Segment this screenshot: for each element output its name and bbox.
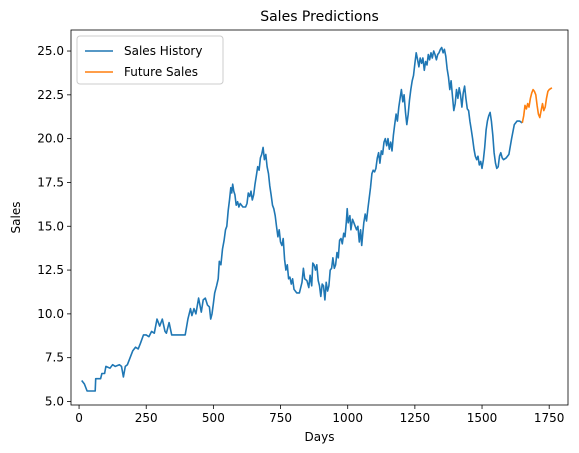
x-tick-label: 1750 <box>534 411 565 425</box>
x-tick-label: 750 <box>269 411 292 425</box>
legend-box <box>76 35 224 85</box>
y-axis-label: Sales <box>9 202 23 234</box>
legend-label-sales-history: Sales History <box>124 44 202 58</box>
x-tick-label: 500 <box>202 411 225 425</box>
series-line-sales-history <box>81 46 523 392</box>
y-tick-label: 25.0 <box>37 44 64 58</box>
x-tick-label: 250 <box>135 411 158 425</box>
y-tick-label: 15.0 <box>37 219 64 233</box>
legend-label-future-sales: Future Sales <box>124 65 198 79</box>
x-tick-label: 0 <box>75 411 83 425</box>
y-tick-label: 5.0 <box>45 394 64 408</box>
y-tick-label: 7.5 <box>45 351 64 365</box>
x-tick-label: 1250 <box>400 411 431 425</box>
series-lines <box>81 46 553 392</box>
y-axis-ticks: 5.0 7.5 10.0 12.5 15.0 17.5 20.0 22.5 25.0 <box>37 44 71 408</box>
x-tick-label: 1500 <box>467 411 498 425</box>
series-line-future-sales <box>521 87 553 124</box>
y-tick-label: 12.5 <box>37 263 64 277</box>
y-tick-label: 22.5 <box>37 88 64 102</box>
y-tick-label: 10.0 <box>37 307 64 321</box>
x-axis-label: Days <box>305 430 335 444</box>
legend: Sales History Future Sales <box>76 35 224 85</box>
plot-area <box>71 30 568 405</box>
plot-frame <box>70 29 569 406</box>
x-tick-label: 1000 <box>332 411 363 425</box>
chart-title: Sales Predictions <box>260 9 379 25</box>
x-axis-ticks: 0 250 500 750 1000 1250 1500 1750 <box>75 405 564 425</box>
y-tick-label: 20.0 <box>37 132 64 146</box>
y-tick-label: 17.5 <box>37 175 64 189</box>
